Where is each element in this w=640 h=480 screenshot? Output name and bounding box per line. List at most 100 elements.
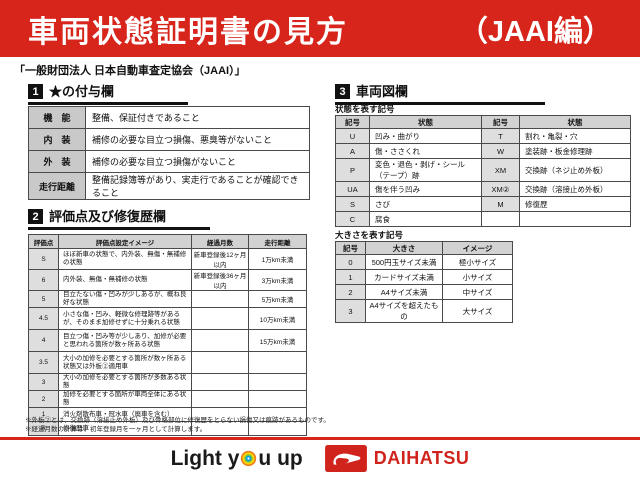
state-cell: 修復歴 — [519, 196, 631, 212]
size-cell: 500円玉サイズ未満 — [365, 254, 443, 270]
state-cell: 交換跡（ネジ止め外板） — [519, 158, 631, 182]
table-row: P 変色・退色・剥げ・シール（テープ）跡 XM 交換跡（ネジ止め外板） — [335, 158, 631, 182]
score-cell: 5 — [28, 290, 59, 308]
table-header-row: 記号 大きさ イメージ — [335, 241, 513, 255]
mileage-cell: 3万km未満 — [248, 269, 307, 291]
months-cell — [191, 373, 249, 391]
score-cell: S — [28, 248, 59, 270]
row-label-cell: 走行距離 — [28, 172, 86, 200]
daihatsu-wordmark: DAIHATSU — [373, 448, 470, 468]
light-you-up-logo: Light y u up — [171, 447, 303, 471]
months-cell — [191, 390, 249, 408]
state-cell: 腐食 — [369, 211, 482, 227]
symbol-cell: P — [335, 158, 370, 182]
desc-cell: 加修を必要とする箇所が車両全体にある状態 — [58, 390, 192, 408]
table-row: 走行距離 整備記録簿等があり、実走行であることが確認できること — [28, 172, 310, 200]
mileage-cell: 10万km未満 — [248, 307, 307, 330]
desc-cell: 目立つ傷・凹み等が少しあり、加修が必要と思われる箇所が数ヶ所ある状態 — [58, 329, 192, 352]
table-row: C 腐食 — [335, 211, 631, 227]
table-row: 外 装 補修の必要な目立つ損傷がないこと — [28, 150, 310, 173]
image-cell: 小サイズ — [442, 269, 513, 285]
table-row: S さび M 修復歴 — [335, 196, 631, 212]
section-title: 車両図欄 — [356, 84, 409, 99]
mileage-cell — [248, 373, 307, 391]
state-cell: 傷・ささくれ — [369, 143, 482, 159]
size-cell: A4サイズ未満 — [365, 284, 443, 300]
divider-line — [0, 437, 640, 440]
row-label-cell: 外 装 — [28, 150, 86, 173]
footer: Light y u up DAIHATSU — [0, 445, 640, 472]
column-header: 記号 — [335, 241, 366, 255]
symbol-cell: 1 — [335, 269, 366, 285]
state-cell: さび — [369, 196, 482, 212]
symbol-cell: XM② — [481, 181, 520, 197]
size-symbols-label: 大きさを表す記号 — [335, 230, 404, 240]
section-diagram-header: 3 車両図欄 — [335, 84, 545, 105]
table-row: UA 傷を伴う凹み XM② 交換跡（溶接止め外板） — [335, 181, 631, 197]
months-cell — [191, 307, 249, 330]
row-label-cell: 機 能 — [28, 106, 86, 129]
row-desc-cell: 補修の必要な目立つ損傷、悪臭等がないこと — [85, 128, 310, 151]
symbol-cell: XM — [481, 158, 520, 182]
mileage-cell: 1万km未満 — [248, 248, 307, 270]
column-header: 状態 — [519, 115, 631, 129]
table-row: 機 能 整備、保証付きであること — [28, 106, 310, 129]
score-cell: 3.5 — [28, 351, 59, 374]
months-cell: 新車登録後12ヶ月以内 — [191, 248, 249, 270]
column-header: 大きさ — [365, 241, 443, 255]
symbol-cell: S — [335, 196, 370, 212]
score-cell: 3 — [28, 373, 59, 391]
score-cell: 6 — [28, 269, 59, 291]
table-row: 3.5 大小の加修を必要とする箇所が数ヶ所ある状態又は外板②適用車 — [28, 351, 307, 374]
footnote-line: ※経過月数の計算は、初年登録月を一ヶ月として計算します。 — [25, 426, 207, 433]
condition-symbols-label: 状態を表す記号 — [335, 104, 395, 114]
table-row: R 修復歴車 — [28, 421, 307, 436]
section-number-badge: 2 — [28, 209, 43, 224]
symbol-cell: 2 — [335, 284, 366, 300]
score-cell: 2 — [28, 390, 59, 408]
table-row: 2 A4サイズ未満 中サイズ — [335, 284, 513, 300]
page-title-edition: （JAAI編） — [458, 15, 612, 48]
column-header: 経過月数 — [191, 234, 249, 249]
symbol-cell: 3 — [335, 299, 366, 323]
organization-subtitle: 「一般財団法人 日本自動車査定協会（JAAI）」 — [14, 65, 246, 77]
daihatsu-mark-icon — [324, 445, 367, 472]
mileage-cell: 5万km未満 — [248, 290, 307, 308]
symbol-cell — [481, 211, 520, 227]
desc-cell: 大小の加修を必要とする箇所が多数ある状態 — [58, 373, 192, 391]
section-eval-header: 2 評価点及び修復歴欄 — [28, 209, 210, 230]
image-cell: 大サイズ — [442, 299, 513, 323]
title-banner: 車両状態証明書の見方 （JAAI編） — [0, 0, 640, 57]
symbol-cell: W — [481, 143, 520, 159]
table-row: 4 目立つ傷・凹み等が少しあり、加修が必要と思われる箇所が数ヶ所ある状態 15万… — [28, 329, 307, 352]
image-cell: 中サイズ — [442, 284, 513, 300]
table-row: 5 目立たない傷・凹みが少しあるが、概ね良好な状態 5万km未満 — [28, 290, 307, 308]
table-row: U 凹み・曲がり T 割れ・亀裂・穴 — [335, 128, 631, 144]
table-row: S ほぼ新車の状態で、内外装、無傷・無補修の状態 新車登録後12ヶ月以内 1万k… — [28, 248, 307, 270]
table-row: 0 500円玉サイズ未満 極小サイズ — [335, 254, 513, 270]
slogan-text-post: u up — [258, 446, 303, 470]
footnote-line: ※外板②とは、交換跡（溶接止め外板）及び骨格部位に修復歴をとらない損傷又は痕跡が… — [25, 417, 330, 424]
star-criteria-table: 機 能 整備、保証付きであること 内 装 補修の必要な目立つ損傷、悪臭等がないこ… — [28, 106, 310, 200]
months-cell — [191, 329, 249, 352]
table-row: 内 装 補修の必要な目立つ損傷、悪臭等がないこと — [28, 128, 310, 151]
state-cell: 塗装跡・板金修理跡 — [519, 143, 631, 159]
symbol-cell: C — [335, 211, 370, 227]
column-header: 記号 — [481, 115, 520, 129]
desc-cell: 大小の加修を必要とする箇所が数ヶ所ある状態又は外板②適用車 — [58, 351, 192, 374]
mileage-cell — [248, 421, 307, 436]
mileage-cell — [248, 390, 307, 408]
symbol-cell: 0 — [335, 254, 366, 270]
size-cell: カードサイズ未満 — [365, 269, 443, 285]
mileage-cell: 15万km未満 — [248, 329, 307, 352]
desc-cell: 内外装、無傷・無補修の状態 — [58, 269, 192, 291]
size-symbols-table: 記号 大きさ イメージ 0 500円玉サイズ未満 極小サイズ 1 カードサイズ未… — [335, 241, 513, 323]
column-header: 記号 — [335, 115, 370, 129]
table-row: 4.5 小さな傷・凹み、軽微な修理跡等があるが、そのまま加修せずに十分乗れる状態… — [28, 307, 307, 330]
footnotes: ※外板②とは、交換跡（溶接止め外板）及び骨格部位に修復歴をとらない損傷又は痕跡が… — [25, 416, 330, 434]
desc-cell: ほぼ新車の状態で、内外装、無傷・無補修の状態 — [58, 248, 192, 270]
state-cell: 傷を伴う凹み — [369, 181, 482, 197]
table-row: A 傷・ささくれ W 塗装跡・板金修理跡 — [335, 143, 631, 159]
table-row: 1 カードサイズ未満 小サイズ — [335, 269, 513, 285]
